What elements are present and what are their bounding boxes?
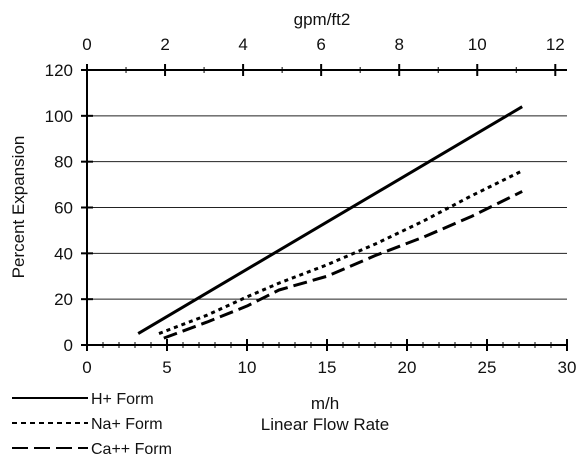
x-tick-label-30: 30: [558, 358, 577, 377]
top-tick-label-12: 12: [546, 35, 565, 54]
y-axis-label: Percent Expansion: [9, 136, 28, 279]
grid-lines: [87, 69, 567, 300]
x-axis-label-secondary: Linear Flow Rate: [261, 415, 390, 434]
x-tick-label-15: 15: [318, 358, 337, 377]
top-tick-label-8: 8: [394, 35, 403, 54]
top-axis-label: gpm/ft2: [294, 10, 351, 29]
y-tick-label-80: 80: [54, 153, 73, 172]
y-tick-label-0: 0: [64, 336, 73, 355]
series-layer: [137, 105, 523, 340]
legend-label-1: H+ Form: [91, 391, 154, 408]
y-tick-label-60: 60: [54, 199, 73, 218]
ticks: 0 20 40 60 80 100 120 0 5 10 15 20 25 30 0 2 4 6 8 10 12: [45, 35, 577, 377]
y-tick-label-40: 40: [54, 244, 73, 263]
y-tick-label-120: 120: [45, 61, 73, 80]
x-tick-label-20: 20: [398, 358, 417, 377]
top-tick-label-2: 2: [160, 35, 169, 54]
top-tick-label-10: 10: [468, 35, 487, 54]
legend-label-2: Na+ Form: [91, 416, 163, 433]
top-tick-label-0: 0: [82, 35, 91, 54]
series-line-2: [158, 169, 523, 335]
x-tick-label-10: 10: [238, 358, 257, 377]
y-tick-label-100: 100: [45, 107, 73, 126]
x-axis-label: m/h: [311, 394, 339, 413]
series-line-3: [163, 190, 523, 340]
x-tick-label-25: 25: [478, 358, 497, 377]
series-line-1: [137, 105, 523, 335]
y-tick-label-20: 20: [54, 290, 73, 309]
legend-label-3: Ca++ Form: [91, 441, 172, 455]
x-tick-label-5: 5: [162, 358, 171, 377]
x-tick-label-0: 0: [82, 358, 91, 377]
top-tick-label-4: 4: [238, 35, 247, 54]
legend: H+ Form Na+ Form Ca++ Form: [12, 391, 172, 455]
top-tick-label-6: 6: [316, 35, 325, 54]
